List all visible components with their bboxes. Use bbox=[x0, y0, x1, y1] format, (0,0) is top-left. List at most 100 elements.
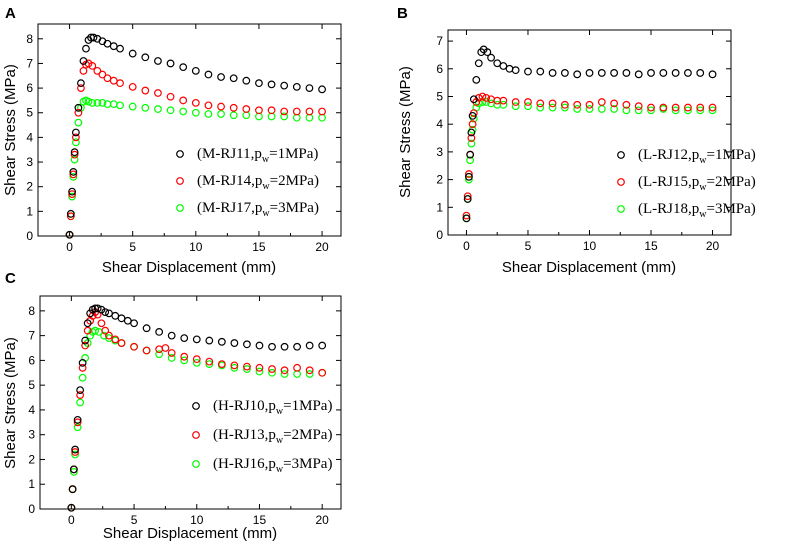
chart-1-data-point bbox=[622, 69, 631, 77]
chart-0-legend: (M-RJ11,pw=1MPa) (M-RJ14,pw=2MPa) (M-RJ17,… bbox=[176, 146, 319, 219]
chart-1-data-point bbox=[585, 69, 594, 77]
chart-1-x-tick-label: 15 bbox=[644, 239, 658, 253]
chart-2-data-point bbox=[180, 352, 189, 361]
chart-2-data-point bbox=[192, 335, 201, 344]
chart-1-data-point bbox=[482, 93, 491, 102]
chart-0-data-point bbox=[204, 101, 213, 110]
chart-1-x-tick-label: 5 bbox=[525, 239, 532, 253]
chart-1-data-point bbox=[647, 106, 655, 115]
panel-b: 0 5 10 15 20 0 1 2 3 4 5 6 7 Shear Displacement (mm) S… bbox=[397, 5, 756, 276]
chart-0-data-point bbox=[204, 70, 213, 79]
chart-1-legend-marker bbox=[617, 205, 625, 213]
chart-2-legend: (H-RJ10,pw=1MPa) (H-RJ13,pw=2MPa) (H-RJ16,… bbox=[192, 398, 332, 475]
chart-2-data-point bbox=[73, 418, 82, 427]
chart-0-data-point bbox=[267, 80, 276, 89]
chart-1-legend-marker bbox=[617, 178, 625, 186]
chart-1-x-tick-label: 10 bbox=[583, 239, 597, 253]
chart-1-data-point bbox=[536, 103, 545, 112]
chart-0-data-point bbox=[109, 42, 118, 51]
chart-2-data-point bbox=[293, 342, 302, 351]
chart-0-panel-label: A bbox=[5, 5, 16, 22]
chart-2-data-point bbox=[205, 357, 214, 366]
chart-2-data-point bbox=[268, 342, 276, 351]
chart-1-data-point bbox=[560, 103, 569, 112]
chart-0-data-point bbox=[69, 170, 78, 179]
chart-1-data-point bbox=[622, 100, 631, 109]
chart-1-data-point bbox=[463, 192, 472, 201]
chart-2-data-point bbox=[83, 339, 92, 347]
chart-1-series-l-rj18 bbox=[462, 98, 717, 223]
chart-2-data-point bbox=[78, 373, 87, 382]
chart-2-data-point bbox=[71, 450, 80, 459]
chart-1-data-point bbox=[536, 99, 545, 108]
chart-2-data-point bbox=[81, 341, 90, 350]
chart-1-data-point bbox=[573, 70, 582, 79]
chart-0-series-m-rj17 bbox=[65, 96, 326, 239]
chart-1-data-point bbox=[560, 100, 569, 109]
chart-2-data-point bbox=[305, 366, 314, 375]
chart-2-data-point bbox=[167, 354, 176, 362]
chart-2-legend-marker bbox=[192, 402, 200, 410]
chart-1-x-axis-title: Shear Displacement (mm) bbox=[502, 259, 676, 276]
chart-1-data-point bbox=[708, 70, 717, 79]
chart-2-data-point bbox=[180, 334, 189, 343]
chart-0-data-point bbox=[109, 76, 118, 85]
chart-0-data-point bbox=[68, 187, 76, 196]
chart-2-y-tick-label: 5 bbox=[28, 378, 35, 392]
chart-2-data-point bbox=[76, 398, 85, 407]
panel-a: 0 5 10 15 20 0 1 2 3 4 5 6 7 8 Shear Displacement (mm)… bbox=[2, 5, 342, 276]
chart-2-data-point bbox=[255, 367, 264, 376]
chart-1-data-point bbox=[462, 214, 471, 223]
chart-2-x-tick-label: 0 bbox=[68, 513, 75, 527]
chart-1-data-point bbox=[647, 69, 655, 77]
chart-2-series-h-rj16 bbox=[67, 326, 327, 512]
chart-2-data-point bbox=[305, 370, 314, 378]
chart-1-data-point bbox=[467, 139, 476, 148]
chart-2-data-point bbox=[105, 331, 113, 340]
chart-0-data-point bbox=[116, 44, 124, 53]
chart-0-data-point bbox=[280, 107, 289, 116]
chart-1-data-point bbox=[505, 64, 514, 73]
chart-0-data-point bbox=[242, 105, 251, 113]
chart-1-data-point bbox=[585, 100, 594, 109]
chart-2-data-point bbox=[83, 326, 92, 335]
chart-1-data-point bbox=[647, 103, 655, 112]
chart-2-data-point bbox=[280, 342, 289, 351]
chart-1-legend-marker bbox=[617, 151, 625, 159]
chart-0-y-axis-title: Shear Stress (MPa) bbox=[2, 64, 19, 196]
chart-0-legend-label: (M-RJ17,pw=3MPa) bbox=[197, 200, 319, 219]
chart-0-data-point bbox=[66, 212, 75, 221]
chart-2-data-point bbox=[217, 337, 226, 346]
chart-0-data-point bbox=[255, 106, 263, 115]
chart-0-data-point bbox=[204, 110, 213, 118]
chart-1-data-point bbox=[684, 106, 692, 115]
chart-2-legend-label: (H-RJ13,pw=2MPa) bbox=[213, 427, 332, 446]
chart-1-data-point bbox=[465, 172, 473, 181]
chart-1-data-point bbox=[573, 100, 582, 109]
chart-0-data-point bbox=[88, 98, 97, 107]
chart-2-series-h-rj10 bbox=[67, 304, 327, 512]
chart-1-y-tick-label: 2 bbox=[436, 173, 443, 187]
chart-0-data-point bbox=[305, 84, 314, 92]
chart-0-data-point bbox=[93, 66, 102, 75]
chart-1-data-point bbox=[468, 111, 477, 120]
chart-2-x-tick-label: 10 bbox=[190, 513, 204, 527]
chart-0-data-point bbox=[109, 100, 118, 109]
chart-0-data-point bbox=[217, 110, 225, 118]
chart-1-data-point bbox=[468, 120, 477, 129]
chart-1-data-point bbox=[524, 98, 532, 106]
panel-c: 0 5 10 15 20 0 1 2 3 4 5 6 7 8 Shear Displacement (mm)… bbox=[2, 270, 342, 542]
chart-2-data-point bbox=[105, 309, 113, 318]
chart-0-data-point bbox=[191, 66, 200, 75]
chart-2-data-point bbox=[255, 341, 264, 350]
chart-1-data-point bbox=[610, 69, 619, 77]
chart-0-data-point bbox=[229, 103, 238, 112]
chart-0-data-point bbox=[89, 33, 98, 42]
chart-2-data-point bbox=[318, 368, 327, 377]
chart-2-y-tick-label: 0 bbox=[28, 502, 35, 516]
chart-0-y-tick-label: 2 bbox=[26, 180, 33, 194]
chart-1-data-point bbox=[472, 75, 481, 84]
chart-0-data-point bbox=[74, 108, 83, 117]
chart-2-data-point bbox=[230, 363, 239, 372]
chart-2-data-point bbox=[91, 326, 100, 335]
